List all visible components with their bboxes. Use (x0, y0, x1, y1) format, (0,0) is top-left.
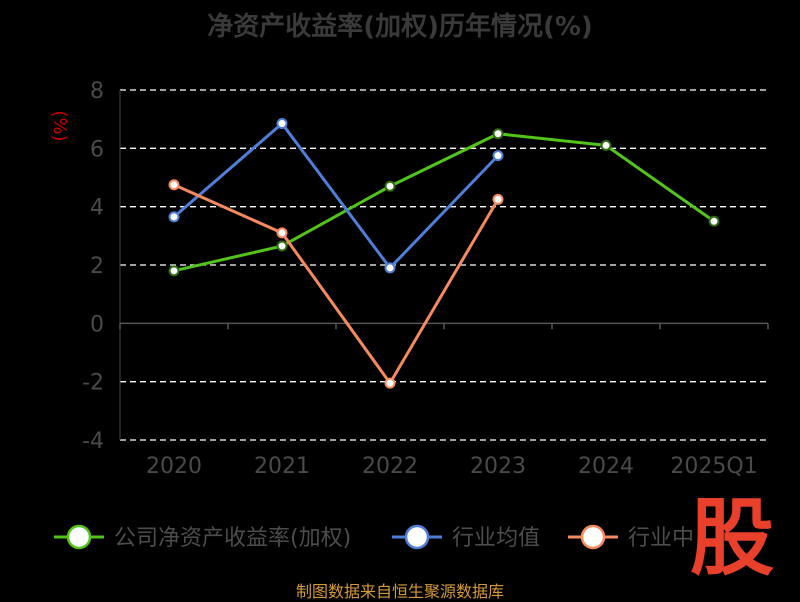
data-point-0 (276, 240, 288, 252)
data-point-0 (492, 128, 504, 140)
data-point-0 (384, 180, 396, 192)
series-lines (168, 118, 720, 389)
data-point-2 (384, 377, 396, 389)
data-point-1 (384, 262, 396, 274)
data-point-2 (168, 179, 180, 191)
x-tick-label: 2022 (362, 454, 418, 479)
series-line-1 (172, 122, 500, 270)
x-tick-label: 2025Q1 (670, 454, 757, 479)
grid-lines (120, 89, 768, 441)
y-axis-unit-label: (%) (49, 110, 70, 141)
source-text: 制图数据来自恒生聚源数据库 (295, 582, 504, 601)
y-tick-label: 6 (90, 137, 104, 162)
y-tick-label: 4 (90, 196, 104, 221)
data-point-0 (168, 265, 180, 277)
legend-marker-1 (404, 524, 430, 550)
y-tick-label: 8 (90, 79, 104, 104)
legend-marker-2 (580, 524, 606, 550)
y-tick-label: -2 (82, 371, 104, 396)
watermark-logo: 股 (690, 489, 774, 587)
data-point-2 (276, 227, 288, 239)
legend: 公司净资产收益率(加权) 行业均值 行业中 (54, 524, 694, 551)
data-point-1 (492, 150, 504, 162)
legend-marker-0 (66, 524, 92, 550)
y-tick-label: -4 (82, 429, 104, 454)
y-tick-label: 0 (90, 312, 104, 337)
data-point-0 (600, 139, 612, 151)
legend-label-1: 行业均值 (452, 526, 540, 551)
axes: -4 -2 0 2 4 6 8 2020 2021 2022 2023 2024 2025Q1 (%) (49, 79, 769, 479)
x-tick-label: 2024 (578, 454, 634, 479)
y-tick-label: 2 (90, 254, 104, 279)
data-point-0 (708, 215, 720, 227)
chart-title: 净资产收益率(加权)历年情况(%) (207, 12, 593, 42)
data-point-2 (492, 193, 504, 205)
legend-label-2: 行业中 (628, 526, 694, 551)
series-line-0 (172, 132, 716, 273)
legend-label-0: 公司净资产收益率(加权) (114, 526, 351, 551)
x-tick-label: 2023 (470, 454, 526, 479)
x-tick-label: 2021 (254, 454, 310, 479)
data-point-1 (168, 211, 180, 223)
series-line-2 (172, 183, 500, 385)
data-point-1 (276, 118, 288, 130)
x-tick-label: 2020 (146, 454, 202, 479)
